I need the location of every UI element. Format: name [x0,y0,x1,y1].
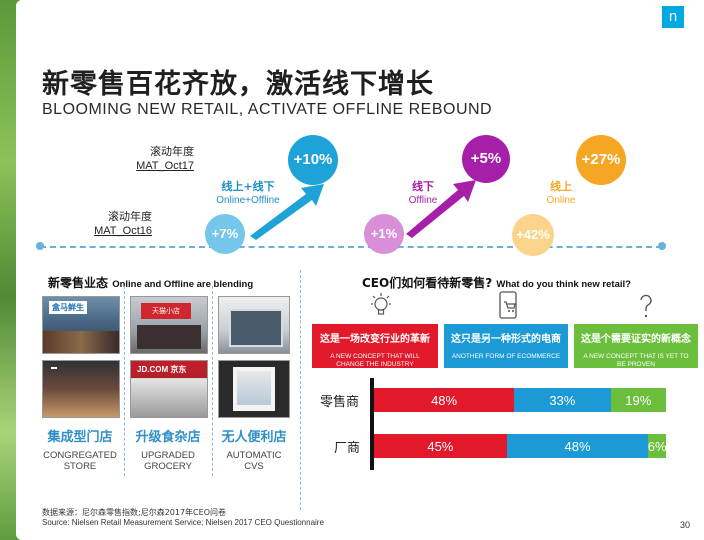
section-divider [300,270,301,510]
option-tag-unproven: 这是个需要证实的新概念 A NEW CONCEPT THAT IS YET TO… [574,324,698,368]
automatic-cvs-photo-2 [218,360,290,418]
offline-label: 线下 Offline [396,180,450,208]
bar-manufacturer-seg-revolution: 45% [374,434,507,458]
online-offline-arrow [250,184,324,240]
store-cvs-en1: AUTOMATIC [226,450,282,461]
store-grocery-cn: 升级食杂店 [135,430,201,445]
page-subtitle: BLOOMING NEW RETAIL, ACTIVATE OFFLINE RE… [42,101,493,118]
store-congregated-en1: CONGREGATED [43,450,117,461]
store-cvs-en2: CVS [244,461,264,472]
bar-retailer-seg-ecommerce: 33% [514,388,611,412]
online-en: Online [546,195,576,206]
offline-arrow [406,180,476,238]
offline-prev-circle: +1% [364,214,404,254]
store-grocery-en1: UPGRADED [141,450,195,461]
mat-oct17-en: MAT_Oct17 [136,160,194,172]
bar-axis [370,378,374,470]
congregated-store-photo-2 [42,360,120,418]
upgraded-grocery-photo-2: JD.COM 京东 [130,360,208,418]
online-cn: 线上 [550,180,572,193]
offline-curr-circle: +5% [462,135,510,183]
phone-cart-icon [499,291,517,319]
bar-manufacturer: 45% 48% 6% [374,434,666,458]
formats-title-cn: 新零售业态 [48,276,109,290]
page-title: 新零售百花齐放，激活线下增长 [42,69,434,100]
mat-oct17-label: 滚动年度 MAT_Oct17 [134,145,194,173]
format-divider-1 [124,286,125,476]
store-grocery-en2: GROCERY [144,461,192,472]
online-offline-curr-circle: +10% [288,135,338,185]
photo-sign-jd: JD.COM 京东 [137,365,187,374]
option-unproven-cn: 这是个需要证实的新概念 [581,334,691,345]
photo-sign-hema: 盒马鲜生 [49,301,87,314]
mat-oct16-label: 滚动年度 MAT_Oct16 [88,210,152,238]
bar-retailer-seg-unproven: 19% [610,388,666,412]
option-revolution-cn: 这是一场改变行业的革新 [320,334,430,345]
store-congregated-en: CONGREGATED STORE [40,450,120,472]
congregated-store-photo-1: 盒马鲜生 [42,296,120,354]
store-congregated-en2: STORE [63,461,97,472]
source-en: Source: Nielsen Retail Measurement Servi… [42,518,324,527]
online-prev-circle: +42% [512,214,554,256]
offline-cn: 线下 [412,180,434,193]
online-offline-label: 线上+线下 Online+Offline [205,180,291,208]
row-label-manufacturer: 厂商 [334,441,361,456]
upgraded-grocery-photo-1: 天猫小店 [130,296,208,354]
ceo-title: CEO们如何看待新零售? What do you think new retai… [362,274,631,291]
row-label-retailer: 零售商 [320,395,360,410]
timeline-line [40,246,662,248]
option-tag-revolution: 这是一场改变行业的革新 A NEW CONCEPT THAT WILL CHAN… [312,324,438,368]
formats-title-en: Online and Offline are blending [112,279,254,290]
option-unproven-en2: BE PROVEN [617,361,655,368]
question-icon [640,294,652,318]
source-cn: 数据来源：尼尔森零售指数;尼尔森2017年CEO问卷 [42,508,226,517]
formats-title: 新零售业态 Online and Offline are blending [48,274,253,291]
bar-manufacturer-seg-ecommerce: 48% [506,434,649,458]
photo-sign-tmall: 天猫小店 [141,303,191,319]
mat-oct16-cn: 滚动年度 [108,210,152,223]
online-label: 线上 Online [534,180,588,208]
format-divider-2 [212,286,213,476]
online-curr-circle: +27% [576,135,626,185]
option-revolution-en1: A NEW CONCEPT THAT WILL [330,353,420,360]
ceo-title-en: What do you think new retail? [496,279,631,290]
timeline-start-dot [36,242,44,250]
nielsen-logo: n [662,6,684,28]
bar-retailer: 48% 33% 19% [374,388,666,412]
option-ecommerce-en1: ANOTHER FORM OF ECOMMERCE [451,353,561,360]
leaf-decoration [0,0,24,540]
bar-retailer-seg-revolution: 48% [374,388,515,412]
option-revolution-en2: CHANGE THE INDUSTRY [336,361,414,368]
online-offline-en: Online+Offline [216,195,280,206]
online-offline-prev-circle: +7% [205,214,245,254]
automatic-cvs-photo-1 [218,296,290,354]
offline-en: Offline [408,195,438,206]
store-congregated-cn: 集成型门店 [47,430,113,445]
option-ecommerce-cn: 这只是另一种形式的电商 [451,334,561,345]
store-cvs-cn: 无人便利店 [221,430,287,445]
ceo-title-cn: CEO们如何看待新零售? [362,276,493,290]
lightbulb-icon [371,293,391,315]
mat-oct16-en: MAT_Oct16 [94,225,152,237]
option-unproven-en1: A NEW CONCEPT THAT IS YET TO [583,353,689,360]
online-offline-cn: 线上+线下 [221,180,275,193]
store-grocery-en: UPGRADED GROCERY [128,450,208,472]
store-cvs-en: AUTOMATIC CVS [214,450,294,472]
timeline-end-dot [658,242,666,250]
page-number: 30 [679,520,690,530]
option-tag-ecommerce: 这只是另一种形式的电商 ANOTHER FORM OF ECOMMERCE [444,324,568,368]
bar-manufacturer-seg-unproven: 6% [648,434,666,458]
mat-oct17-cn: 滚动年度 [150,145,194,158]
